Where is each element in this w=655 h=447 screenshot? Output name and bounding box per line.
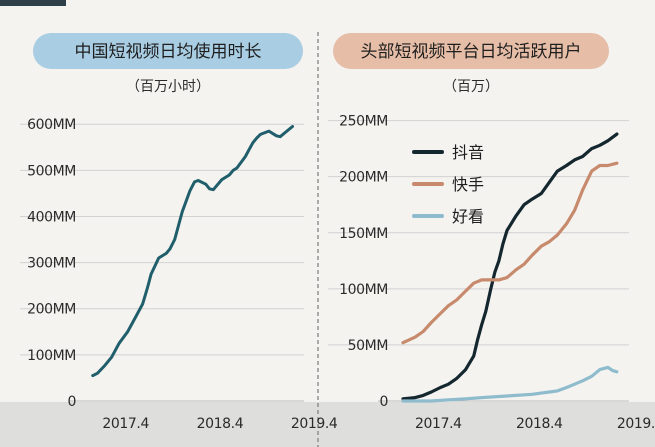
right-series-line-douyin (401, 132, 619, 401)
left-title-badge (33, 33, 303, 69)
left-y-tick-labels: 0 100MM 200MM 300MM 400MM 500MM 600MM (27, 117, 76, 410)
right-panel: 头部短视频平台日均活跃用户 （百万） 0 50MM 100MM 150MM 200MM 2… (328, 33, 655, 432)
right-y-tick-labels: 0 50MM 100MM 150MM 200MM 250MM (339, 114, 388, 410)
right-y-tick-label: 200MM (339, 170, 388, 186)
legend-label-haokan: 好看 (452, 207, 484, 226)
left-x-tick-label: 2018.4 (197, 416, 244, 432)
right-y-tick-label: 100MM (339, 282, 388, 298)
left-y-tick-label: 0 (67, 394, 76, 410)
right-x-tick-labels: 2017.4 2018.4 2019.4 (415, 416, 655, 432)
corner-accent-bar (0, 0, 66, 6)
right-title-badge (333, 33, 609, 69)
left-chart-unit: （百万小时） (126, 79, 210, 95)
right-chart-unit: （百万） (443, 79, 499, 95)
left-x-tick-labels: 2017.4 2018.4 2019.4 (102, 416, 338, 432)
right-y-tick-label: 0 (379, 394, 388, 410)
right-gridlines (328, 120, 629, 402)
right-x-tick-label: 2018.4 (516, 416, 563, 432)
legend-label-kuaishou: 快手 (452, 175, 484, 194)
left-gridlines (20, 123, 304, 402)
left-series-lines (91, 125, 294, 378)
right-x-tick-label: 2019.4 (617, 416, 655, 432)
right-x-tick-label: 2017.4 (415, 416, 462, 432)
right-series-lines (401, 132, 619, 403)
legend-label-douyin: 抖音 (452, 143, 484, 162)
left-series-line (91, 125, 294, 378)
right-chart-title: 头部短视频平台日均活跃用户 (361, 42, 582, 62)
left-y-tick-label: 500MM (27, 163, 76, 179)
right-y-tick-label: 50MM (348, 338, 388, 354)
left-y-tick-label: 400MM (27, 209, 76, 225)
left-panel: 中国短视频日均使用时长 （百万小时） 0 100MM 200MM 300MM 400MM… (20, 33, 338, 432)
right-series-line-haokan (401, 365, 619, 403)
left-y-tick-label: 200MM (27, 302, 76, 318)
left-y-tick-label: 100MM (27, 348, 76, 364)
xaxis-band (0, 402, 655, 447)
right-y-tick-label: 250MM (339, 114, 388, 130)
left-y-tick-label: 300MM (27, 256, 76, 272)
left-x-tick-label: 2017.4 (102, 416, 149, 432)
right-series-line-kuaishou (401, 161, 619, 345)
left-x-tick-label: 2019.4 (291, 416, 338, 432)
right-y-tick-label: 150MM (339, 226, 388, 242)
right-legend: 抖音 快手 好看 (412, 143, 484, 226)
left-y-tick-label: 600MM (27, 117, 76, 133)
left-chart-title: 中国短视频日均使用时长 (75, 41, 262, 62)
